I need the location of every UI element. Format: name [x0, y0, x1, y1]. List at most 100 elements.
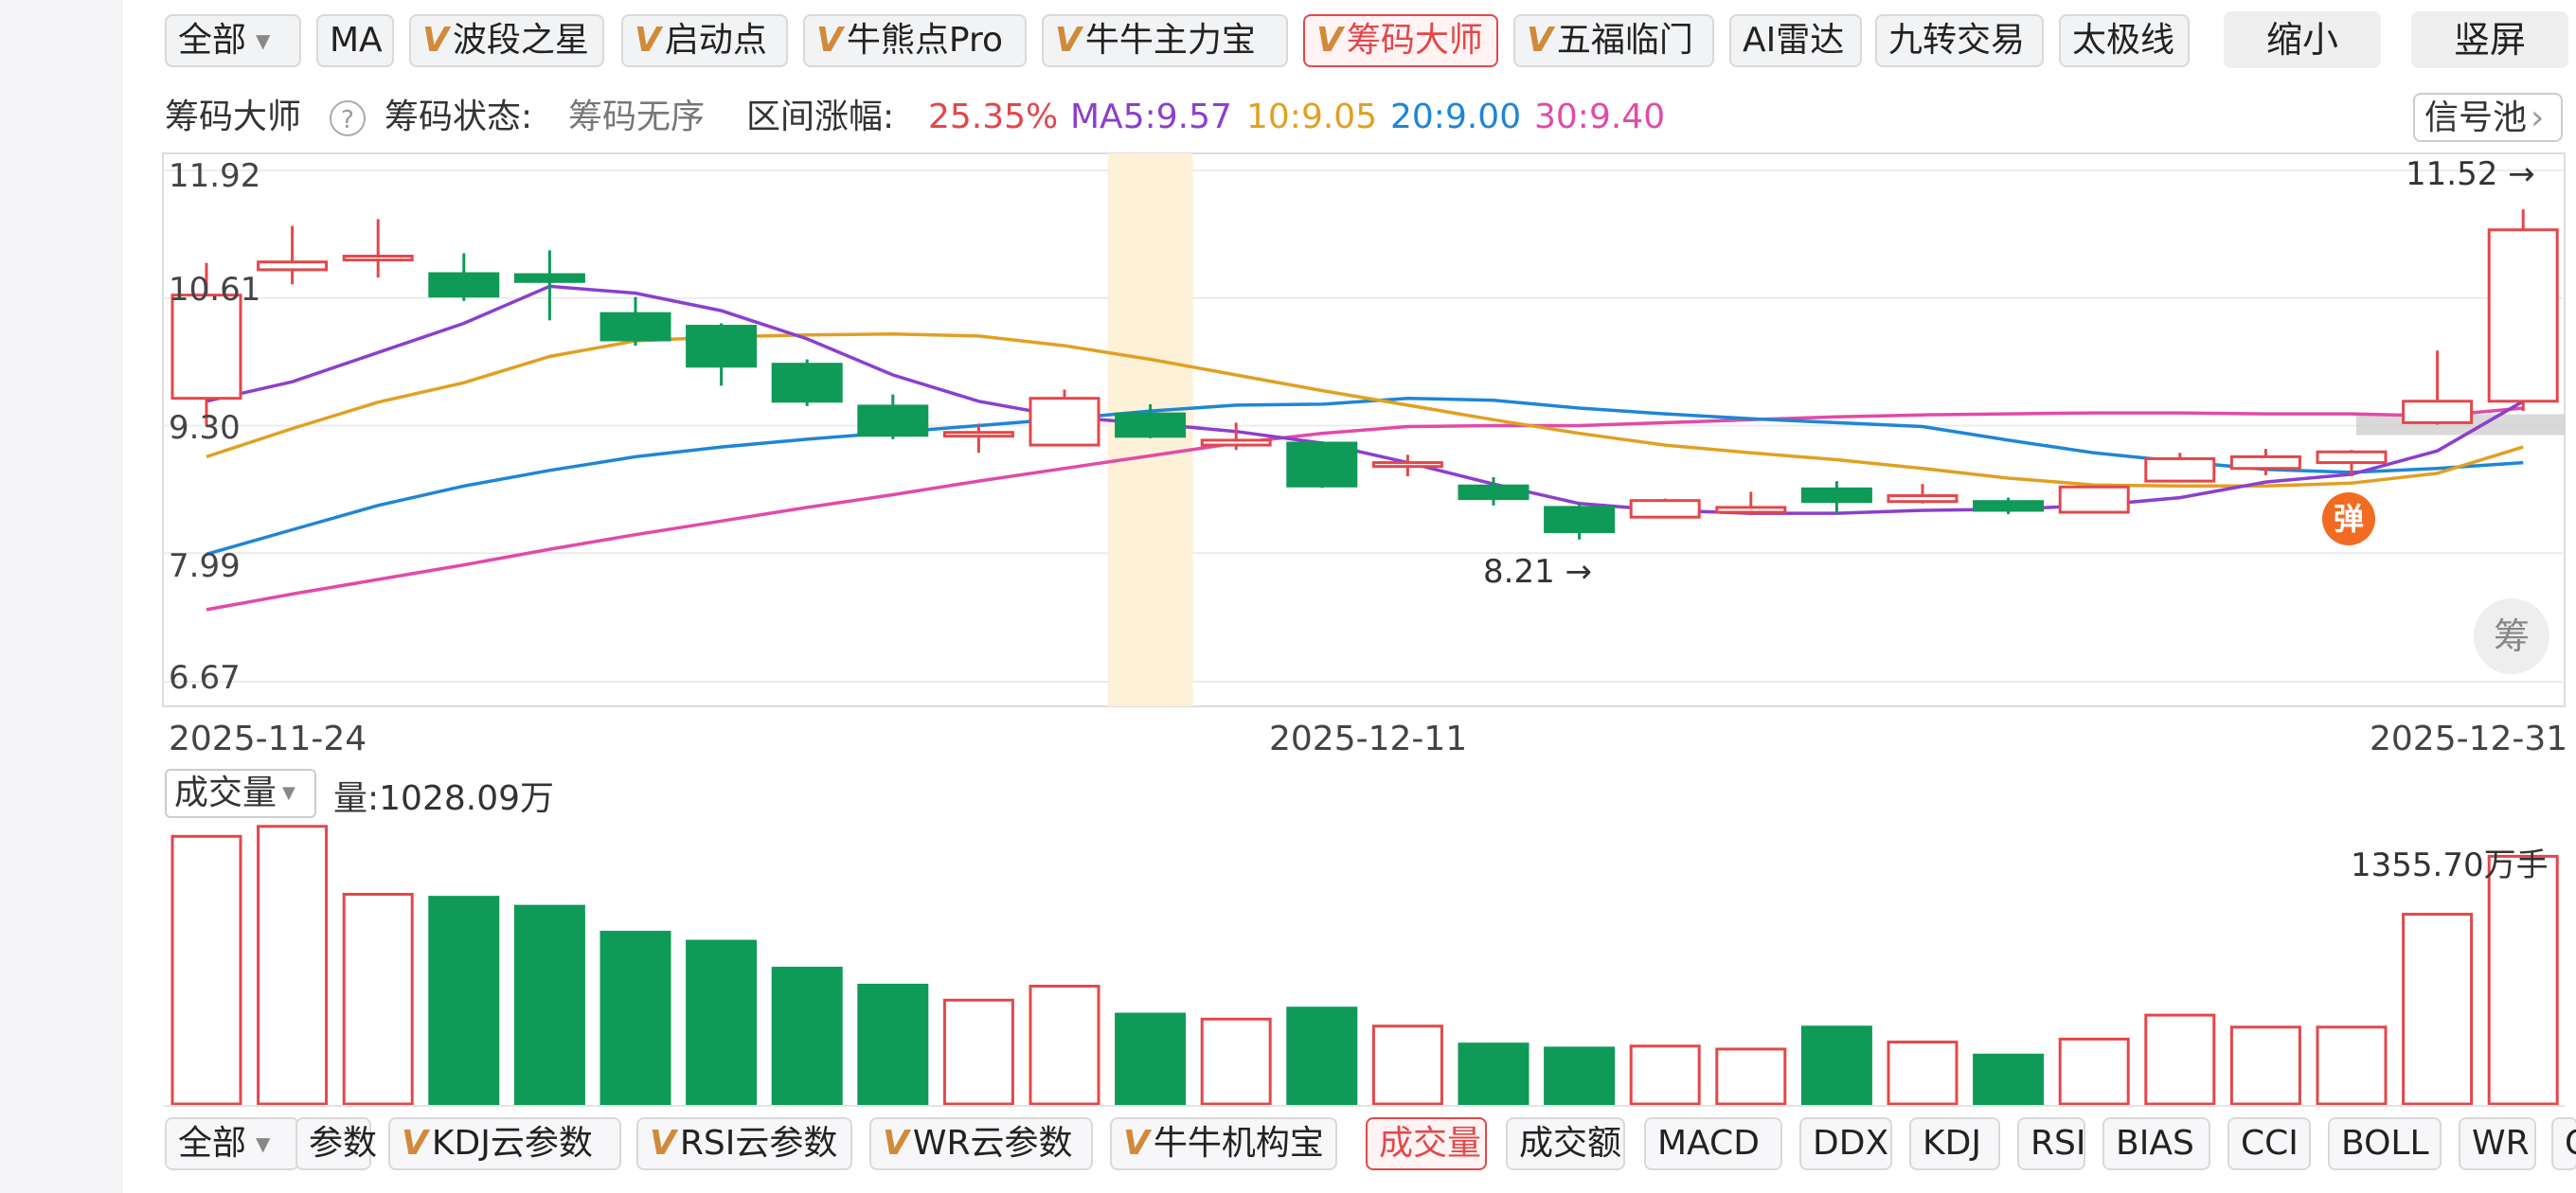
volume-bar-19 [1715, 1047, 1787, 1106]
bottom-all-label: 全部 [178, 1124, 247, 1163]
candle-body-14 [1286, 441, 1358, 488]
bottom-tab-bull-inst[interactable]: V 牛牛机构宝 [1110, 1117, 1337, 1170]
toolbar-chip-chip-master[interactable]: V 筹码大师 [1303, 14, 1498, 67]
vip-v-icon: V [402, 1124, 428, 1163]
toolbar-chip-nine-turn[interactable]: 九转交易 [1875, 14, 2044, 67]
toolbar-chip-ma-label: MA [330, 21, 383, 60]
left-gutter [0, 0, 122, 1193]
bottom-tab-kdj[interactable]: KDJ [1909, 1117, 2000, 1170]
bottom-tab-volume[interactable]: 成交量 [1366, 1117, 1487, 1170]
candle-body-1 [170, 294, 242, 401]
bottom-tab-wr-cloud[interactable]: V WR云参数 [869, 1117, 1093, 1170]
candle-body-25 [2229, 454, 2301, 471]
help-icon[interactable]: ? [330, 100, 366, 136]
bottom-tab-boll[interactable]: BOLL [2328, 1117, 2442, 1170]
vip-v-icon: V [422, 21, 449, 60]
bottom-tab-turnover-label: 成交额 [1519, 1124, 1622, 1163]
volume-bar-9 [857, 983, 929, 1106]
volume-bar-28 [2487, 854, 2559, 1106]
volume-bar-26 [2316, 1025, 2388, 1106]
ma20-value: 20:9.00 [1390, 98, 1522, 136]
toolbar-chip-band-star[interactable]: V 波段之星 [409, 14, 604, 67]
bottom-tab-wr[interactable]: WR [2459, 1117, 2536, 1170]
volume-bar-25 [2229, 1025, 2301, 1106]
volume-bar-8 [771, 967, 843, 1106]
toolbar-chip-launch-point[interactable]: V 启动点 [621, 14, 788, 67]
toolbar-chip-launch-point-label: 启动点 [664, 21, 767, 60]
candle-body-7 [686, 325, 758, 368]
bottom-tab-params[interactable]: 参数 [295, 1117, 377, 1170]
y-tick-2: 10.61 [169, 271, 261, 309]
vip-v-icon: V [816, 21, 843, 60]
ma10-line [206, 332, 2524, 489]
bottom-tab-rsi[interactable]: RSI [2017, 1117, 2085, 1170]
toolbar-chip-taiji-line[interactable]: 太极线 [2059, 14, 2190, 67]
chevron-right-icon: › [2531, 98, 2545, 137]
candle-body-6 [599, 312, 671, 342]
toolbar-chip-bull-main-force-label: 牛牛主力宝 [1084, 21, 1256, 60]
volume-bar-15 [1371, 1024, 1443, 1106]
bottom-tab-cci-label: CCI [2241, 1124, 2299, 1163]
volume-bar-17 [1544, 1046, 1616, 1106]
y-tick-4: 7.99 [169, 547, 241, 585]
volume-max-label: 1355.70万手 [2351, 846, 2549, 884]
bottom-tab-kdj-label: KDJ [1923, 1124, 1981, 1163]
volume-selector[interactable]: 成交量 ▼ [165, 769, 316, 818]
toolbar-chip-ma[interactable]: MA [316, 14, 394, 67]
volume-bar-24 [2144, 1013, 2216, 1106]
ma5-line [206, 284, 2525, 515]
date-end: 2025-12-31 [2370, 720, 2568, 758]
date-mid: 2025-12-11 [1269, 720, 1468, 758]
bottom-tab-cci[interactable]: CCI [2227, 1117, 2311, 1170]
bottom-tab-macd[interactable]: MACD [1644, 1117, 1782, 1170]
candle-body-15 [1371, 461, 1443, 469]
toolbar-chip-taiji-line-label: 太极线 [2072, 21, 2175, 60]
toolbar-chip-bull-main-force[interactable]: V 牛牛主力宝 [1042, 14, 1288, 67]
volume-bar-2 [257, 825, 329, 1106]
volume-value: 量:1028.09万 [333, 779, 554, 818]
bottom-tab-c[interactable]: C [2551, 1117, 2576, 1170]
bottom-tab-turnover[interactable]: 成交额 [1506, 1117, 1625, 1170]
bottom-all-dropdown[interactable]: 全部 ▼ [165, 1117, 299, 1170]
bottom-tab-ddx[interactable]: DDX [1799, 1117, 1892, 1170]
portrait-button[interactable]: 竖屏 [2411, 11, 2568, 68]
y-tick-3: 9.30 [169, 409, 241, 447]
signal-badge[interactable]: 弹 [2322, 492, 2375, 545]
vip-v-icon: V [1527, 21, 1553, 60]
bottom-tab-kdj-cloud[interactable]: V KDJ云参数 [388, 1117, 621, 1170]
volume-bar-6 [599, 931, 671, 1106]
bottom-tab-bull-inst-label: 牛牛机构宝 [1153, 1124, 1324, 1163]
candle-body-3 [342, 255, 414, 262]
y-tick-1: 11.92 [169, 157, 261, 195]
shrink-button[interactable]: 缩小 [2224, 11, 2381, 68]
bottom-tab-wr-cloud-label: WR云参数 [912, 1124, 1073, 1163]
bottom-tab-wr-label: WR [2472, 1124, 2530, 1163]
bottom-tab-rsi-cloud[interactable]: V RSI云参数 [636, 1117, 852, 1170]
toolbar-chip-bull-bear-pro[interactable]: V 牛熊点Pro [803, 14, 1027, 67]
candle-body-12 [1115, 412, 1187, 438]
toolbar-chip-ai-radar-label: AI雷达 [1743, 21, 1845, 60]
signal-pool-button[interactable]: 信号池 › [2413, 93, 2563, 142]
volume-bar-22 [1973, 1053, 2045, 1106]
chevron-down-icon: ▼ [256, 1132, 271, 1155]
toolbar-chip-wufu-label: 五福临门 [1556, 21, 1693, 60]
chip-distribution-button[interactable]: 筹 [2474, 598, 2549, 674]
ma20-line [206, 396, 2524, 556]
toolbar-all-dropdown[interactable]: 全部 ▼ [165, 14, 301, 67]
toolbar-chip-ai-radar[interactable]: AI雷达 [1729, 14, 1862, 67]
candle-body-2 [257, 260, 329, 272]
vip-v-icon: V [883, 1124, 909, 1163]
date-start: 2025-11-24 [169, 720, 367, 758]
chevron-down-icon: ▼ [282, 783, 295, 803]
volume-bar-11 [1029, 985, 1100, 1106]
bottom-tab-bias[interactable]: BIAS [2102, 1117, 2210, 1170]
signal-pool-label: 信号池 [2424, 98, 2528, 137]
volume-bar-16 [1458, 1042, 1530, 1106]
bottom-tab-c-label: C [2565, 1119, 2576, 1168]
volume-bar-18 [1629, 1044, 1701, 1106]
bottom-tab-macd-label: MACD [1657, 1124, 1760, 1163]
toolbar-chip-wufu[interactable]: V 五福临门 [1513, 14, 1714, 67]
candle-body-22 [1973, 500, 2045, 512]
volume-bar-21 [1887, 1041, 1959, 1106]
